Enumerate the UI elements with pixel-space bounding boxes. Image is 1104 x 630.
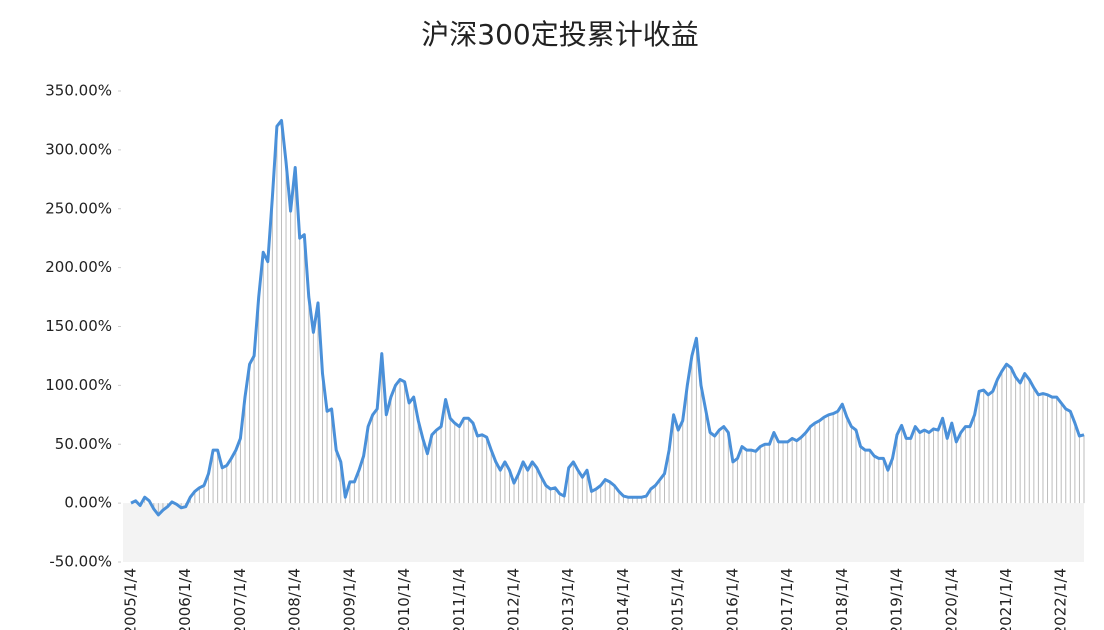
x-tick-label: 2011/1/4 [450, 568, 468, 630]
x-tick-label: 2007/1/4 [231, 568, 249, 630]
x-tick-label: 2006/1/4 [176, 568, 194, 630]
x-tick-label: 2020/1/4 [942, 568, 960, 630]
y-tick-label: 300.00% [45, 140, 112, 158]
x-tick-label: 2016/1/4 [723, 568, 741, 630]
x-tick-label: 2005/1/4 [122, 568, 140, 630]
x-tick-label: 2017/1/4 [778, 568, 796, 630]
x-tick-label: 2010/1/4 [395, 568, 413, 630]
y-tick-label: 0.00% [64, 494, 112, 512]
x-tick-label: 2022/1/4 [1052, 568, 1070, 630]
chart-title: 沪深300定投累计收益 [421, 18, 698, 51]
x-tick-label: 2014/1/4 [614, 568, 632, 630]
y-tick-label: 100.00% [45, 376, 112, 394]
y-tick-label: 250.00% [45, 199, 112, 217]
y-tick-label: 50.00% [55, 435, 112, 453]
x-tick-label: 2012/1/4 [505, 568, 523, 630]
x-tick-label: 2021/1/4 [997, 568, 1015, 630]
line-series [130, 118, 1085, 517]
y-tick-label: -50.00% [49, 553, 112, 571]
y-tick-label: 150.00% [45, 317, 112, 335]
x-tick-label: 2018/1/4 [833, 568, 851, 630]
x-tick-label: 2009/1/4 [340, 568, 358, 630]
y-tick-label: 350.00% [45, 82, 112, 100]
y-tick-label: 200.00% [45, 258, 112, 276]
plot-lower-band [123, 503, 1084, 562]
x-tick-label: 2013/1/4 [559, 568, 577, 630]
x-tick-label: 2019/1/4 [888, 568, 906, 630]
x-tick-label: 2015/1/4 [669, 568, 687, 630]
x-tick-label: 2008/1/4 [286, 568, 304, 630]
